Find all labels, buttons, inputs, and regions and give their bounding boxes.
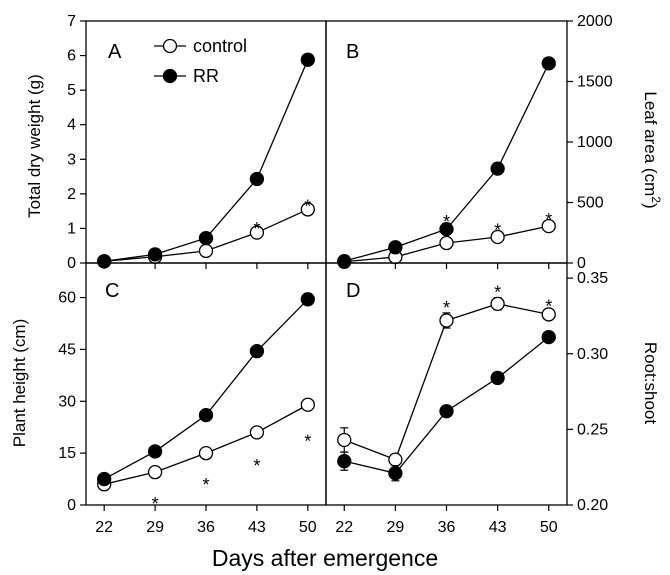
ylabel-root-shoot: Root:shoot [641, 342, 660, 424]
legend-control-marker [162, 38, 178, 54]
y-tick-label: 1500 [577, 74, 613, 91]
data-point-rr [300, 52, 315, 67]
data-point-rr [198, 407, 214, 423]
x-tick-label: 36 [197, 519, 215, 536]
data-point-rr [97, 471, 112, 487]
legend: control RR [154, 36, 247, 86]
data-point-rr [198, 230, 214, 246]
data-point-control [147, 465, 163, 480]
y-tick-label: 45 [58, 341, 76, 358]
y-tick-label: 0.25 [577, 421, 608, 438]
data-point-rr [300, 292, 315, 307]
y-tick-label: 1000 [577, 134, 613, 151]
data-point-rr [147, 444, 163, 459]
y-tick-label: 3 [67, 151, 76, 168]
significance-asterisk: * [545, 296, 552, 316]
y-tick-label: 0 [67, 255, 76, 272]
y-tick-label: 1 [67, 220, 76, 237]
legend-rr-label: RR [193, 66, 219, 86]
y-tick-label: 60 [58, 290, 76, 307]
y-tick-label: 0.20 [577, 497, 608, 514]
panel-d: D 0.20 0.25 0.30 0.35 22 29 36 43 50 * * * [325, 262, 608, 536]
significance-asterisk: * [494, 221, 501, 241]
x-tick-label: 43 [248, 519, 266, 536]
significance-asterisk: * [202, 475, 209, 495]
y-tick-label: 30 [58, 393, 76, 410]
y-tick-label: 5 [67, 82, 76, 99]
significance-asterisk: * [304, 197, 311, 217]
x-tick-label: 36 [438, 519, 456, 536]
data-point-rr [249, 171, 265, 187]
data-point-control [490, 296, 505, 311]
ylabel-plant-height: Plant height (cm) [10, 319, 29, 448]
data-point-rr [337, 254, 352, 269]
significance-asterisk: * [304, 432, 311, 452]
data-point-rr [147, 247, 163, 262]
x-tick-label: 29 [146, 519, 164, 536]
x-tick-label: 43 [489, 519, 507, 536]
x-tick-label: 29 [386, 519, 404, 536]
y-tick-label: 15 [58, 445, 76, 462]
panel-label: D [346, 280, 360, 302]
panel-c: C 0 15 30 45 60 22 29 36 43 50 * * * * [58, 262, 327, 536]
data-point-control [198, 445, 214, 461]
significance-asterisk: * [253, 219, 260, 239]
data-point-control [388, 452, 403, 467]
significance-asterisk: * [443, 212, 450, 232]
xlabel-days-after-emergence: Days after emergence [212, 545, 438, 571]
data-point-rr [337, 453, 352, 469]
y-tick-label: 2 [67, 186, 76, 203]
x-tick-label: 50 [299, 519, 317, 536]
significance-asterisk: * [545, 210, 552, 230]
y-tick-label: 500 [577, 195, 604, 212]
legend-rr-marker [162, 68, 178, 84]
data-point-control [337, 432, 352, 448]
data-point-control [249, 425, 265, 440]
data-point-control [439, 313, 454, 328]
data-point-rr [439, 404, 454, 419]
data-point-rr [388, 466, 403, 481]
x-tick-label: 50 [540, 519, 558, 536]
x-tick-label: 22 [95, 519, 113, 536]
panel-b: B 0 500 1000 1500 2000 * * * [325, 13, 613, 272]
x-tick-label: 22 [335, 519, 353, 536]
y-tick-label: 0.35 [577, 270, 608, 287]
y-tick-label: 0 [577, 255, 586, 272]
data-point-rr [97, 254, 112, 269]
y-tick-label: 4 [67, 117, 76, 134]
panel-frame [85, 20, 327, 264]
significance-asterisk: * [152, 494, 159, 514]
y-tick-label: 7 [67, 13, 76, 30]
significance-asterisk: * [253, 456, 260, 476]
data-point-control [198, 243, 214, 259]
significance-asterisk: * [443, 298, 450, 318]
data-point-control [439, 235, 454, 251]
panel-label: B [346, 41, 359, 63]
data-point-control [541, 218, 556, 234]
data-point-rr [439, 221, 454, 237]
data-point-control [249, 225, 265, 240]
legend-control-label: control [193, 36, 247, 56]
data-point-rr [490, 370, 505, 386]
data-point-control [490, 229, 505, 245]
data-point-rr [490, 161, 505, 176]
y-tick-label: 6 [67, 48, 76, 65]
significance-asterisk: * [494, 283, 501, 303]
data-point-control [300, 397, 315, 412]
y-tick-label: 2000 [577, 13, 613, 30]
y-tick-label: 0.30 [577, 346, 608, 363]
data-point-control [541, 307, 556, 322]
data-point-rr [541, 329, 556, 345]
y-tick-label: 0 [67, 497, 76, 514]
panel-label: A [108, 41, 122, 63]
panel-label: C [105, 280, 119, 302]
ylabel-total-dry-weight: Total dry weight (g) [25, 74, 44, 218]
ylabel-leaf-area: Leaf area (cm2) [641, 91, 663, 208]
data-point-rr [249, 344, 265, 359]
data-point-rr [388, 240, 403, 255]
data-point-control [300, 202, 315, 217]
data-point-rr [541, 56, 556, 71]
